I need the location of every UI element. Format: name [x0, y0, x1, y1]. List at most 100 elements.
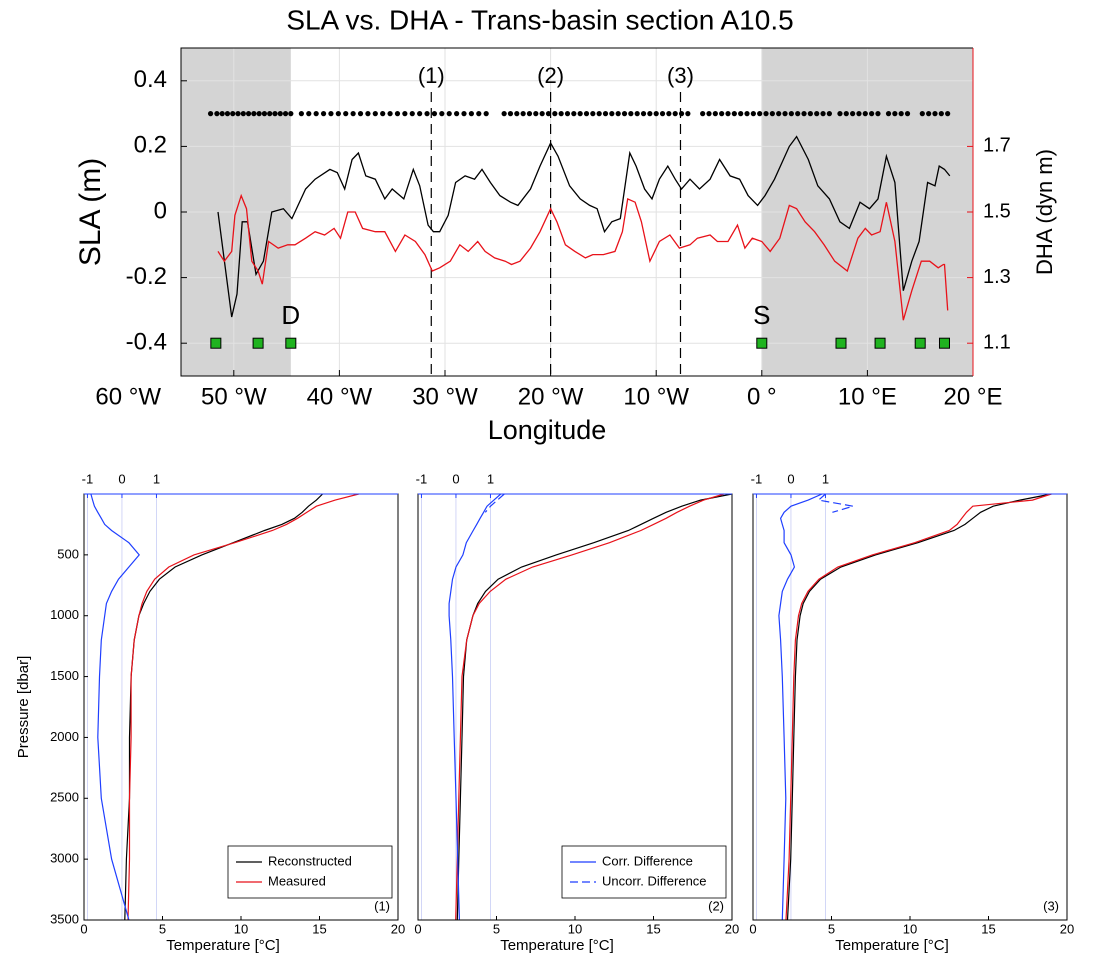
- station-dot: [431, 111, 438, 117]
- x-tick-label: 15: [312, 921, 326, 936]
- x-tick-label: 0: [414, 921, 421, 936]
- profile-line: [456, 493, 733, 921]
- station-dot: [628, 111, 634, 117]
- site-marker: [938, 337, 950, 349]
- station-dot: [219, 111, 225, 117]
- station-dot: [224, 111, 231, 117]
- legend-box: [561, 845, 727, 899]
- station-dot: [640, 111, 647, 117]
- site-marker: [914, 337, 926, 349]
- x-tick-label: 0: [80, 921, 87, 936]
- x-axis-label: Longitude: [488, 415, 607, 445]
- profile-line: [455, 493, 725, 921]
- x-tick-label: 15: [981, 921, 995, 936]
- station-dot: [261, 111, 268, 117]
- station-dot: [277, 111, 283, 117]
- profile-line: [786, 493, 1052, 921]
- y2-tick-label: 1.1: [983, 331, 1011, 353]
- x2-tick-label: 0: [787, 471, 794, 486]
- x-tick-label: 50 °W: [201, 383, 267, 410]
- site-marker: [252, 337, 264, 349]
- station-dot: [795, 111, 801, 117]
- station-dot: [461, 111, 467, 117]
- panel-label: (2): [708, 898, 724, 913]
- panel-label: (3): [1043, 898, 1059, 913]
- station-dot: [706, 111, 712, 117]
- x-tick-label: 40 °W: [307, 383, 373, 410]
- legend-label: Reconstructed: [268, 853, 352, 868]
- station-dot: [558, 111, 564, 117]
- station-dot: [672, 111, 678, 117]
- y-tick-label: -0.2: [126, 263, 167, 290]
- station-dot: [938, 111, 944, 117]
- x-tick-label: 20: [391, 921, 405, 936]
- station-dot: [621, 111, 628, 117]
- station-dot: [602, 111, 609, 117]
- profile-line: [127, 493, 359, 921]
- y-tick-label: 0: [154, 197, 167, 224]
- station-dot: [272, 111, 278, 117]
- x-tick-label: 5: [159, 921, 166, 936]
- x-tick-label: 0 °: [747, 383, 777, 410]
- x2-tick-label: 1: [153, 471, 160, 486]
- station-dot: [468, 111, 474, 117]
- profile-line: [785, 493, 1052, 921]
- station-dot: [885, 111, 892, 117]
- x-tick-label: 15: [646, 921, 660, 936]
- station-dot: [507, 111, 514, 117]
- station-dot: [267, 111, 273, 117]
- station-dot: [214, 111, 220, 117]
- station-dot: [843, 111, 849, 117]
- profile-line: [778, 493, 823, 921]
- station-dot: [814, 111, 820, 117]
- station-dot: [826, 111, 832, 117]
- station-dot: [904, 111, 911, 117]
- station-dot: [387, 111, 393, 117]
- station-dot: [862, 111, 868, 117]
- station-dot: [750, 111, 756, 117]
- x2-tick-label: 1: [822, 471, 829, 486]
- station-dot: [564, 111, 571, 117]
- station-dot: [926, 111, 932, 117]
- x-tick-label: 20 °W: [518, 383, 584, 410]
- y-tick-label: 1500: [50, 668, 79, 683]
- station-dot: [207, 111, 214, 117]
- x-tick-label: 10: [234, 921, 248, 936]
- station-dot: [501, 111, 507, 117]
- station-dot: [820, 111, 826, 117]
- section-label: (1): [418, 63, 445, 88]
- profile-line: [124, 493, 324, 921]
- station-dot: [583, 111, 590, 117]
- y2-axis-label: DHA (dyn m): [1032, 149, 1057, 275]
- station-dot: [298, 111, 304, 117]
- station-dot: [932, 111, 938, 117]
- station-dot: [634, 111, 640, 117]
- annotation: D: [281, 300, 300, 330]
- x-tick-label: 10 °W: [623, 383, 689, 410]
- station-dot: [666, 111, 672, 117]
- plot-area: [753, 494, 1067, 920]
- station-dot: [776, 111, 782, 117]
- panel-label: (1): [374, 898, 390, 913]
- station-dot: [763, 111, 769, 117]
- x-tick-label: 30 °W: [412, 383, 478, 410]
- station-dot: [256, 111, 262, 117]
- station-dot: [712, 111, 718, 117]
- station-dot: [306, 111, 312, 117]
- axis-frame: [180, 47, 973, 377]
- station-dot: [476, 111, 482, 117]
- station-dot: [577, 111, 583, 117]
- x-tick-label: 20: [725, 921, 739, 936]
- station-dot: [552, 111, 558, 117]
- station-dot: [409, 111, 415, 117]
- station-dot: [898, 111, 904, 117]
- station-dot: [245, 111, 252, 117]
- legend-label: Measured: [268, 873, 326, 888]
- profile-line: [90, 493, 140, 921]
- station-dot: [439, 111, 445, 117]
- y-tick-label: -0.4: [126, 329, 167, 356]
- station-dot: [343, 111, 349, 117]
- y-axis-label: Pressure [dbar]: [15, 656, 32, 759]
- x-axis-label: Temperature [°C]: [166, 937, 280, 953]
- y-tick-label: 2500: [50, 790, 79, 805]
